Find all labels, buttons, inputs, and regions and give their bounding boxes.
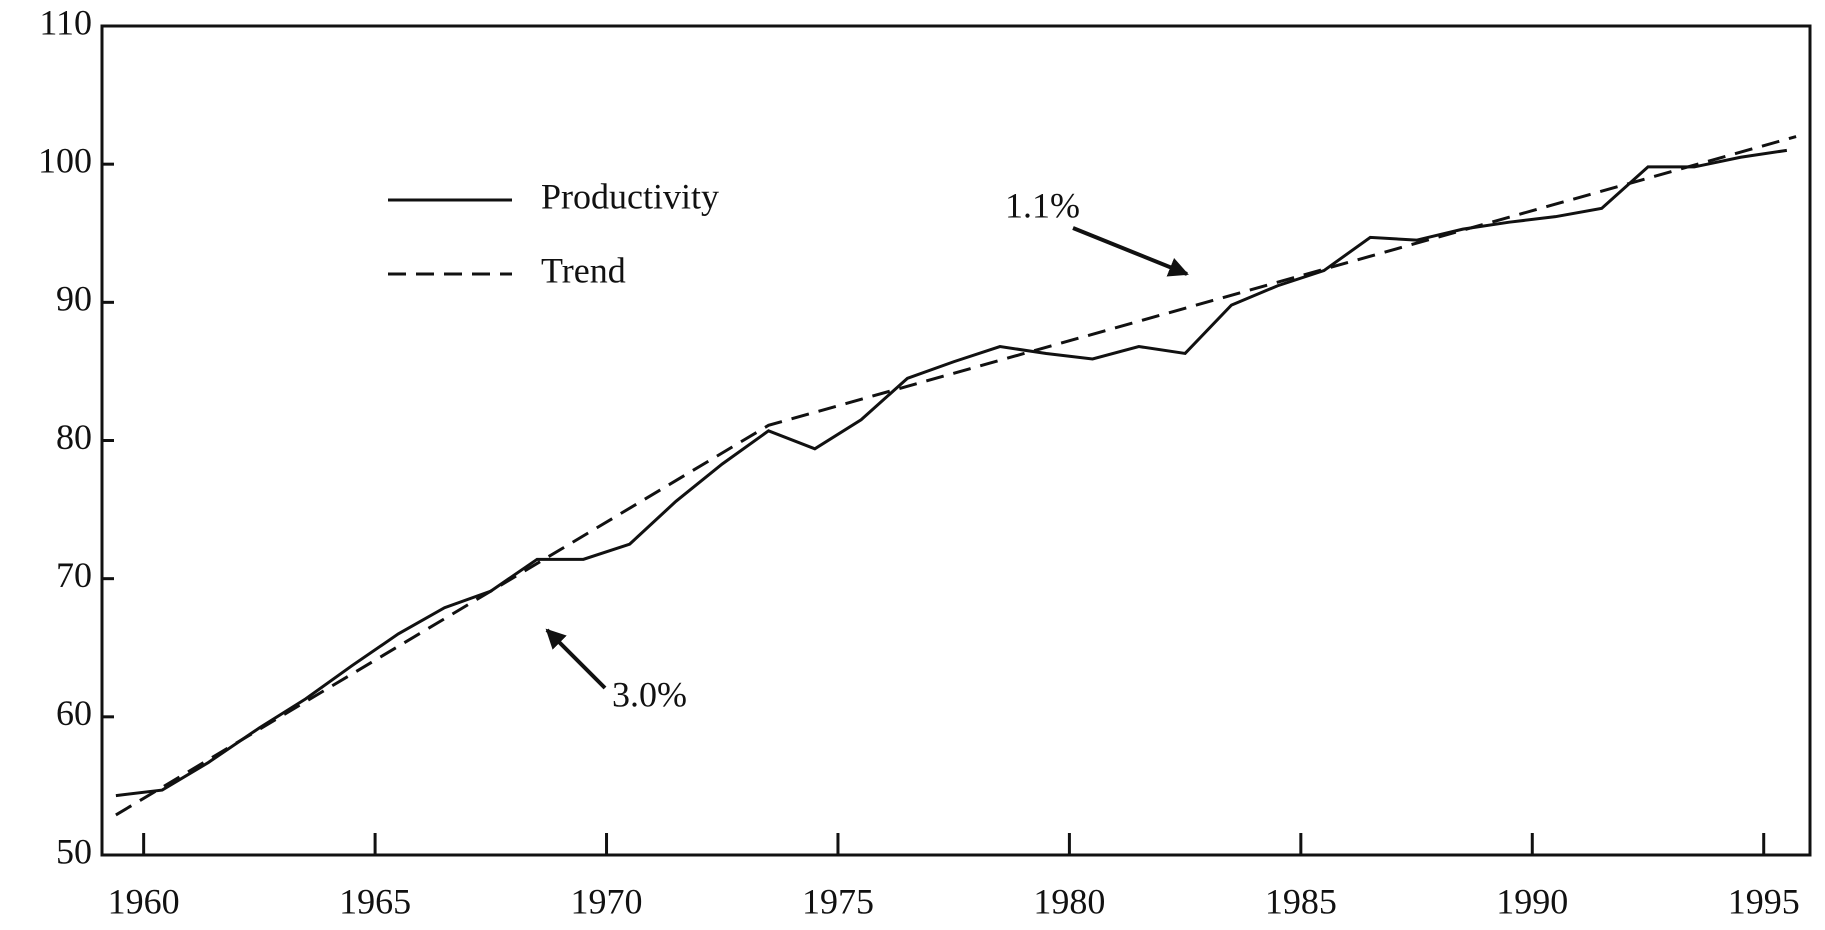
x-tick-label: 1975 bbox=[802, 881, 874, 921]
x-tick-label: 1990 bbox=[1496, 881, 1568, 921]
legend-label: Trend bbox=[541, 250, 626, 290]
x-tick-label: 1960 bbox=[108, 881, 180, 921]
series-line bbox=[115, 148, 1788, 798]
legend-label: Productivity bbox=[541, 176, 719, 216]
annotation-arrow bbox=[1072, 226, 1189, 277]
y-tick-label: 110 bbox=[39, 2, 92, 42]
y-tick-label: 60 bbox=[56, 693, 92, 733]
annotation-arrow bbox=[545, 628, 607, 690]
plot-frame bbox=[100, 24, 1812, 857]
y-tick-label: 70 bbox=[56, 555, 92, 595]
y-tick-label: 50 bbox=[56, 831, 92, 871]
series-line bbox=[115, 135, 1797, 817]
x-tick-label: 1985 bbox=[1265, 881, 1337, 921]
y-tick-label: 80 bbox=[56, 417, 92, 457]
annotation: 3.0% bbox=[612, 674, 687, 714]
annotation: 1.1% bbox=[1005, 185, 1080, 225]
y-tick-label: 100 bbox=[38, 140, 92, 180]
x-tick-label: 1965 bbox=[339, 881, 411, 921]
x-tick-label: 1980 bbox=[1033, 881, 1105, 921]
x-tick-label: 1970 bbox=[571, 881, 643, 921]
y-tick-label: 90 bbox=[56, 279, 92, 319]
x-tick-label: 1995 bbox=[1728, 881, 1800, 921]
